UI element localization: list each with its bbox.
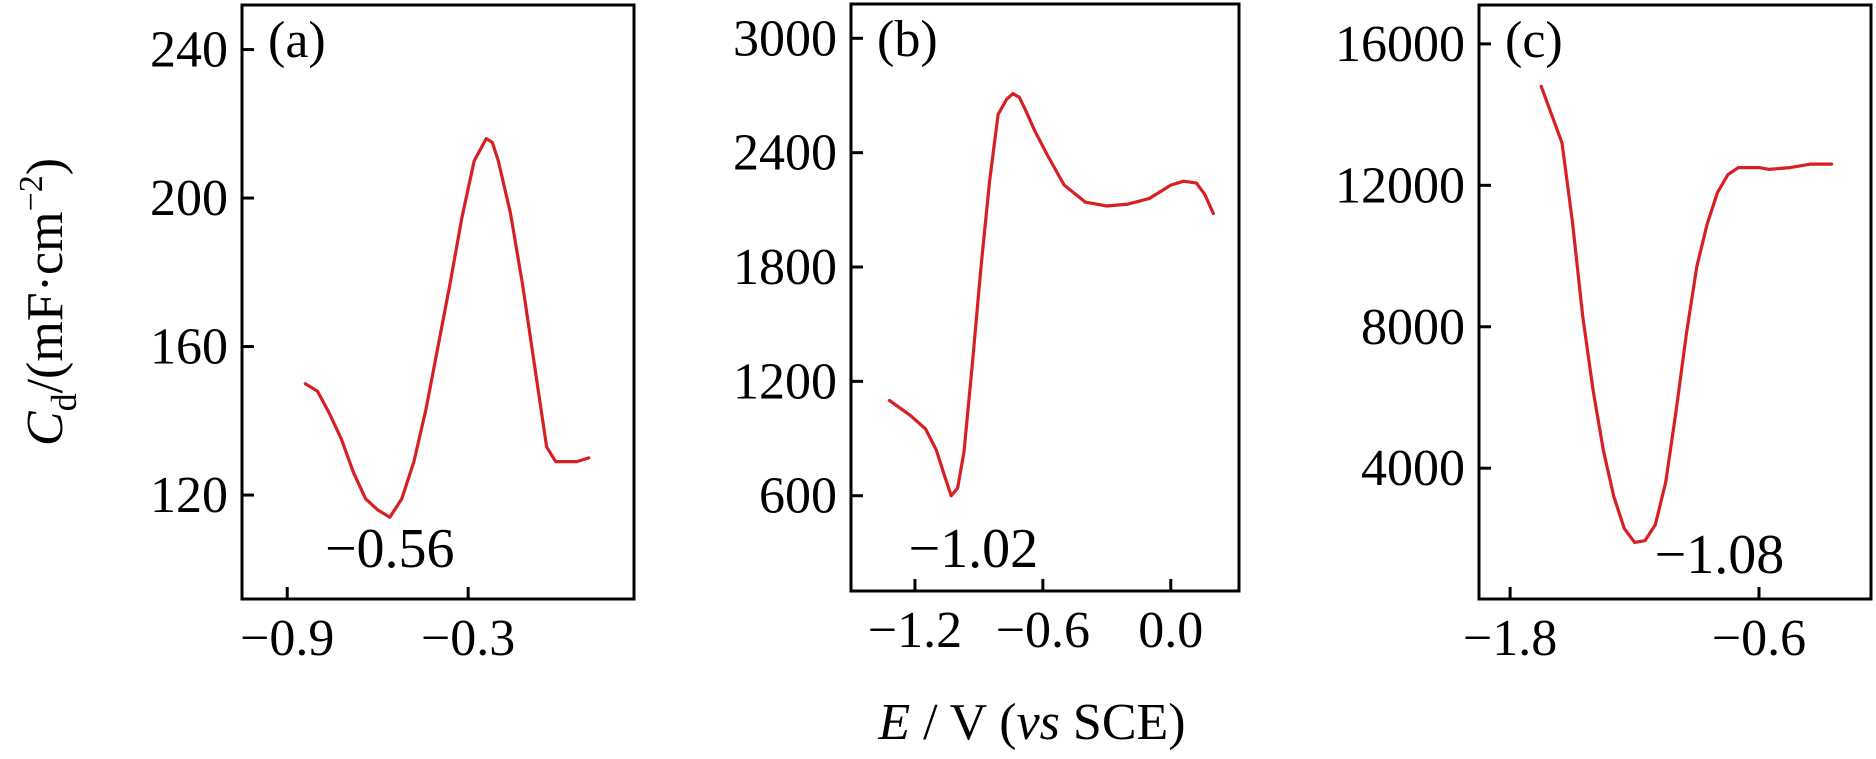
panel-b-minimum-annotation: −1.02 <box>909 518 1039 580</box>
panel-c-y-tick-label: 8000 <box>1361 299 1465 356</box>
y-axis-title-superscript: −2 <box>13 175 50 211</box>
panel-b-y-tick-label: 1200 <box>733 353 837 410</box>
panel-a-series-line <box>303 137 591 519</box>
panel-b-y-tick-label: 600 <box>759 468 837 525</box>
panels: 120 160 200 240 −0.9 −0.3 (a) −0.56 600 1200 1800 2… <box>150 2 1873 667</box>
y-axis-title: Cd/(mF·cm−2) <box>13 158 84 446</box>
panel-c-x-tick-label: −0.6 <box>1712 610 1806 667</box>
panel-b-y-tick-label: 1800 <box>733 239 837 296</box>
panel-c: 4000 8000 12000 16000 −1.8 −0.6 (c) −1.08 <box>1335 3 1873 667</box>
panel-a-x-tick-label: −0.3 <box>421 610 515 667</box>
panel-c-frame <box>1477 3 1873 601</box>
panel-a-y-tick-label: 240 <box>150 22 228 79</box>
panel-b-x-tick-label: −1.2 <box>868 602 962 659</box>
panel-a-y-tick-label: 200 <box>150 170 228 227</box>
x-axis-title: E / V (vs SCE) <box>877 694 1185 751</box>
panel-b-x-tick-label: −0.6 <box>996 602 1090 659</box>
y-axis-title-subscript: d <box>44 393 84 411</box>
x-axis-title-unit: / V ( <box>910 694 1016 751</box>
panel-a-frame <box>240 3 636 601</box>
panel-b: 600 1200 1800 2400 3000 −1.2 −0.6 0.0 (b) −1.02 <box>733 2 1241 659</box>
panel-b-label: (b) <box>877 11 938 68</box>
panel-c-x-tick-label: −1.8 <box>1463 610 1557 667</box>
panel-c-label: (c) <box>1505 12 1563 69</box>
x-axis-title-reference: SCE) <box>1060 694 1186 751</box>
panel-c-y-tick-label: 16000 <box>1335 16 1465 73</box>
panel-a-y-tick-label: 160 <box>150 319 228 376</box>
x-axis-title-symbol: E <box>877 694 910 751</box>
y-axis-title-unit: /(mF·cm <box>17 211 74 393</box>
x-axis-title-vs: vs <box>1017 694 1060 751</box>
panel-b-frame <box>849 2 1241 593</box>
panel-b-series-line <box>887 91 1216 498</box>
panel-c-minimum-annotation: −1.08 <box>1655 524 1785 586</box>
panel-b-x-tick-label: 0.0 <box>1138 602 1203 659</box>
panel-c-series-line <box>1539 84 1834 545</box>
y-axis-title-close: ) <box>17 158 74 175</box>
panel-b-y-tick-label: 2400 <box>733 125 837 182</box>
panel-a-label: (a) <box>268 12 326 69</box>
panel-c-y-tick-label: 4000 <box>1361 440 1465 497</box>
panel-a-y-tick-label: 120 <box>150 467 228 524</box>
panel-a: 120 160 200 240 −0.9 −0.3 (a) −0.56 <box>150 3 636 667</box>
panel-b-y-tick-label: 3000 <box>733 10 837 67</box>
y-axis-title-symbol: C <box>17 410 74 446</box>
panel-c-y-tick-label: 12000 <box>1335 157 1465 214</box>
panel-a-x-tick-label: −0.9 <box>240 610 334 667</box>
panel-a-minimum-annotation: −0.56 <box>325 518 455 580</box>
